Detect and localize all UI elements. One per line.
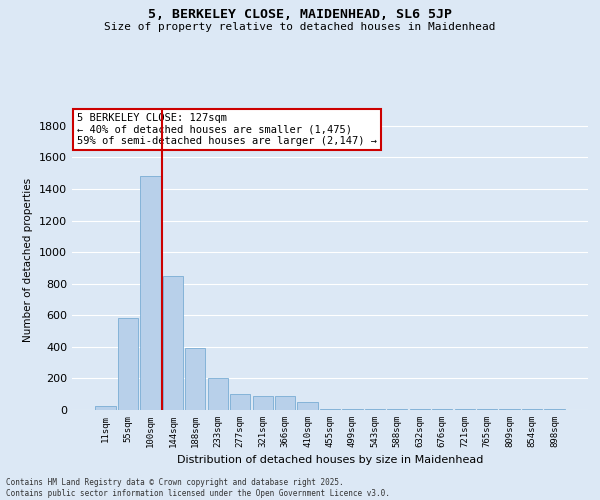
Bar xyxy=(95,406,116,410)
Text: Contains HM Land Registry data © Crown copyright and database right 2025.
Contai: Contains HM Land Registry data © Crown c… xyxy=(6,478,390,498)
Bar xyxy=(253,396,273,410)
Bar xyxy=(410,409,430,410)
Y-axis label: Number of detached properties: Number of detached properties xyxy=(23,178,34,342)
Bar xyxy=(432,409,452,410)
X-axis label: Distribution of detached houses by size in Maidenhead: Distribution of detached houses by size … xyxy=(177,456,483,466)
Bar xyxy=(298,402,317,410)
Bar xyxy=(343,409,362,410)
Bar xyxy=(185,348,205,410)
Bar xyxy=(365,409,385,410)
Bar xyxy=(320,409,340,410)
Bar xyxy=(387,409,407,410)
Bar xyxy=(522,409,542,410)
Bar xyxy=(140,176,161,410)
Bar xyxy=(230,394,250,410)
Bar xyxy=(499,409,520,410)
Text: 5, BERKELEY CLOSE, MAIDENHEAD, SL6 5JP: 5, BERKELEY CLOSE, MAIDENHEAD, SL6 5JP xyxy=(148,8,452,20)
Text: Size of property relative to detached houses in Maidenhead: Size of property relative to detached ho… xyxy=(104,22,496,32)
Bar xyxy=(208,378,228,410)
Bar xyxy=(455,409,475,410)
Bar xyxy=(118,318,138,410)
Bar xyxy=(163,276,183,410)
Bar xyxy=(477,409,497,410)
Text: 5 BERKELEY CLOSE: 127sqm
← 40% of detached houses are smaller (1,475)
59% of sem: 5 BERKELEY CLOSE: 127sqm ← 40% of detach… xyxy=(77,113,377,146)
Bar xyxy=(544,409,565,410)
Bar xyxy=(275,396,295,410)
